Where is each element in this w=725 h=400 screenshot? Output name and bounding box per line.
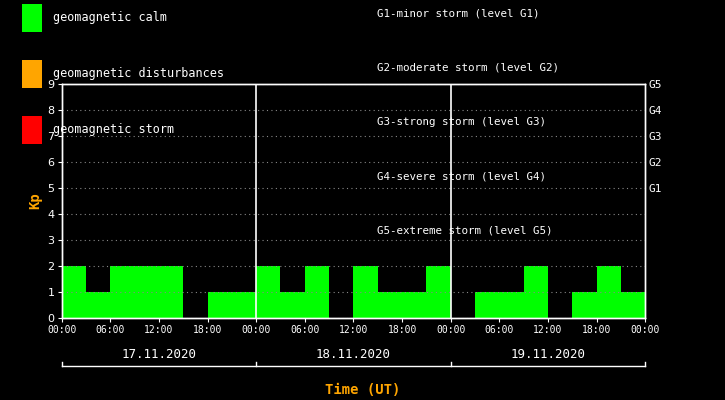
Bar [135,266,159,318]
Bar [62,266,86,318]
Bar [426,266,451,318]
Bar [256,266,281,318]
Y-axis label: Kp: Kp [28,193,42,209]
Text: geomagnetic storm: geomagnetic storm [53,124,174,136]
Bar [281,292,304,318]
Bar [232,292,256,318]
Bar [304,266,329,318]
Text: G5-extreme storm (level G5): G5-extreme storm (level G5) [377,225,552,235]
Bar [207,292,232,318]
Text: G2-moderate storm (level G2): G2-moderate storm (level G2) [377,63,559,73]
Text: Time (UT): Time (UT) [325,383,400,397]
Bar [621,292,645,318]
Bar [159,266,183,318]
Text: 17.11.2020: 17.11.2020 [121,348,196,360]
Bar [597,266,621,318]
Text: G3-strong storm (level G3): G3-strong storm (level G3) [377,117,546,127]
Bar [572,292,597,318]
Bar [353,266,378,318]
Text: G1-minor storm (level G1): G1-minor storm (level G1) [377,9,539,19]
Text: 18.11.2020: 18.11.2020 [316,348,391,360]
Bar [378,292,402,318]
Text: 19.11.2020: 19.11.2020 [510,348,586,360]
Bar [110,266,135,318]
Bar [475,292,500,318]
Text: geomagnetic disturbances: geomagnetic disturbances [53,68,224,80]
Bar [523,266,548,318]
Text: G4-severe storm (level G4): G4-severe storm (level G4) [377,171,546,181]
Text: geomagnetic calm: geomagnetic calm [53,12,167,24]
Bar [402,292,426,318]
Bar [500,292,523,318]
Bar [86,292,110,318]
